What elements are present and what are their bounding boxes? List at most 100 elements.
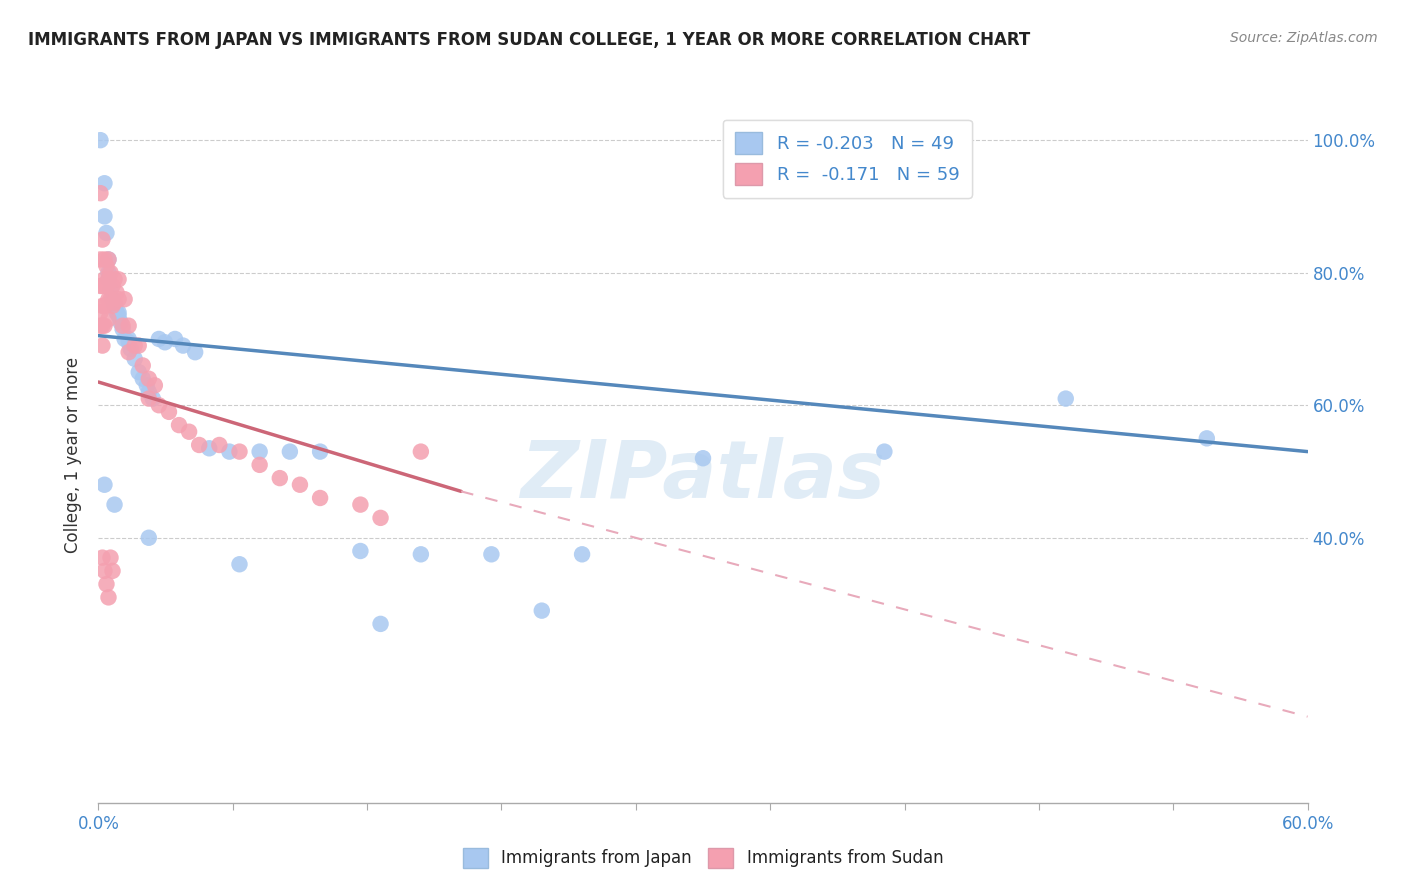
Point bbox=[111, 322, 134, 336]
Point bbox=[278, 444, 301, 458]
Point bbox=[103, 272, 125, 286]
Point bbox=[184, 345, 207, 359]
Point bbox=[91, 318, 114, 333]
Point bbox=[409, 444, 432, 458]
Point bbox=[101, 564, 124, 578]
Point bbox=[132, 359, 155, 373]
Point bbox=[118, 318, 141, 333]
Point bbox=[89, 318, 111, 333]
Point bbox=[167, 418, 190, 433]
Point bbox=[107, 272, 129, 286]
Point bbox=[571, 547, 593, 561]
Point bbox=[91, 338, 114, 352]
Point bbox=[89, 186, 111, 201]
Point bbox=[97, 252, 120, 267]
Point bbox=[288, 477, 311, 491]
Point bbox=[530, 604, 553, 618]
Point bbox=[93, 210, 115, 224]
Point bbox=[118, 332, 141, 346]
Point bbox=[96, 577, 118, 591]
Point bbox=[96, 259, 118, 273]
Point bbox=[249, 458, 271, 472]
Point bbox=[873, 444, 896, 458]
Point bbox=[91, 279, 114, 293]
Point bbox=[228, 558, 250, 572]
Point bbox=[100, 282, 122, 296]
Point bbox=[138, 531, 160, 545]
Point bbox=[93, 252, 115, 267]
Point bbox=[114, 332, 136, 346]
Point bbox=[93, 176, 115, 190]
Point bbox=[107, 292, 129, 306]
Point bbox=[142, 392, 165, 406]
Point bbox=[179, 425, 201, 439]
Point bbox=[118, 345, 141, 359]
Point bbox=[163, 332, 186, 346]
Point bbox=[103, 498, 125, 512]
Point bbox=[218, 444, 240, 458]
Point bbox=[100, 292, 122, 306]
Point bbox=[118, 335, 141, 350]
Point bbox=[309, 491, 332, 505]
Point bbox=[96, 226, 118, 240]
Point bbox=[172, 338, 194, 352]
Y-axis label: College, 1 year or more: College, 1 year or more bbox=[63, 357, 82, 553]
Point bbox=[97, 292, 120, 306]
Point bbox=[481, 547, 503, 561]
Point bbox=[89, 305, 111, 319]
Point bbox=[93, 477, 115, 491]
Text: Source: ZipAtlas.com: Source: ZipAtlas.com bbox=[1230, 31, 1378, 45]
Point bbox=[105, 285, 128, 300]
Point bbox=[97, 312, 120, 326]
Point bbox=[124, 351, 146, 366]
Point bbox=[208, 438, 231, 452]
Point bbox=[370, 511, 392, 525]
Text: IMMIGRANTS FROM JAPAN VS IMMIGRANTS FROM SUDAN COLLEGE, 1 YEAR OR MORE CORRELATI: IMMIGRANTS FROM JAPAN VS IMMIGRANTS FROM… bbox=[28, 31, 1031, 49]
Point bbox=[148, 398, 170, 412]
Point bbox=[138, 392, 160, 406]
Point bbox=[228, 444, 250, 458]
Point bbox=[93, 272, 115, 286]
Point bbox=[349, 544, 371, 558]
Point bbox=[93, 299, 115, 313]
Point bbox=[153, 335, 176, 350]
Point bbox=[91, 233, 114, 247]
Point bbox=[157, 405, 180, 419]
Point bbox=[107, 309, 129, 323]
Point bbox=[101, 279, 124, 293]
Point bbox=[128, 365, 150, 379]
Point bbox=[249, 444, 271, 458]
Point bbox=[128, 338, 150, 352]
Point bbox=[135, 378, 157, 392]
Point bbox=[97, 272, 120, 286]
Point bbox=[103, 299, 125, 313]
Point bbox=[120, 342, 142, 356]
Point bbox=[132, 372, 155, 386]
Point bbox=[89, 133, 111, 147]
Point bbox=[110, 315, 132, 329]
Point bbox=[124, 338, 146, 352]
Point bbox=[114, 292, 136, 306]
Point bbox=[269, 471, 291, 485]
Point bbox=[91, 299, 114, 313]
Point bbox=[309, 444, 332, 458]
Point bbox=[100, 550, 122, 565]
Point bbox=[1054, 392, 1077, 406]
Point bbox=[138, 384, 160, 399]
Point bbox=[148, 332, 170, 346]
Point bbox=[409, 547, 432, 561]
Point bbox=[103, 295, 125, 310]
Point bbox=[370, 616, 392, 631]
Text: ZIPatlas: ZIPatlas bbox=[520, 437, 886, 515]
Point bbox=[143, 378, 166, 392]
Point bbox=[97, 591, 120, 605]
Point bbox=[97, 252, 120, 267]
Point bbox=[107, 305, 129, 319]
Legend: R = -0.203   N = 49, R =  -0.171   N = 59: R = -0.203 N = 49, R = -0.171 N = 59 bbox=[723, 120, 972, 198]
Point bbox=[89, 279, 111, 293]
Point bbox=[93, 318, 115, 333]
Point bbox=[91, 550, 114, 565]
Point bbox=[1195, 431, 1218, 445]
Point bbox=[349, 498, 371, 512]
Point bbox=[138, 372, 160, 386]
